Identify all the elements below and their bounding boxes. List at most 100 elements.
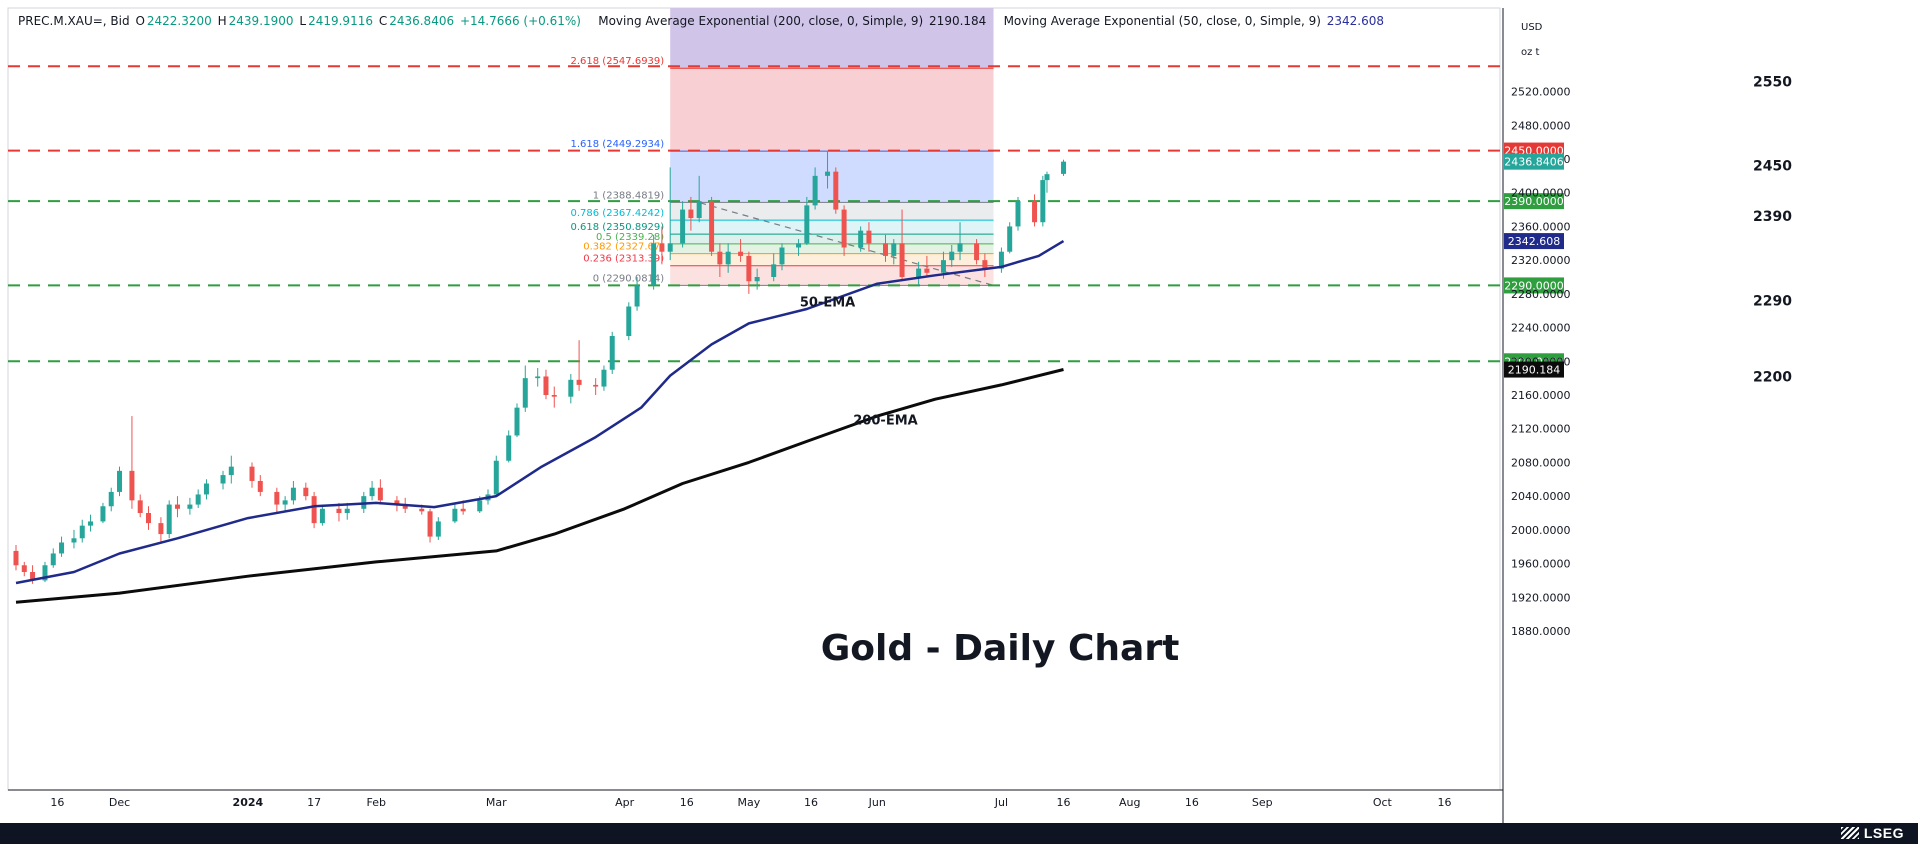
ema200-legend-label[interactable]: Moving Average Exponential (200, close, …: [598, 14, 924, 28]
y-tick-label: 2040.0000: [1511, 490, 1571, 503]
candles-group: [13, 150, 1067, 584]
level-label-2200: 2200: [1753, 369, 1792, 385]
candle: [493, 455, 499, 497]
x-tick-label: Dec: [109, 796, 130, 809]
candle-body: [59, 542, 65, 554]
candle: [452, 504, 458, 524]
candle: [593, 378, 599, 395]
y-tick-label: 1960.0000: [1511, 558, 1571, 571]
candle: [974, 239, 980, 265]
candle-body: [1044, 174, 1050, 181]
fib-level-label-0.618: 0.618 (2350.8929): [571, 222, 665, 233]
candle-body: [100, 506, 106, 522]
lseg-logo: LSEG: [1840, 825, 1904, 841]
candle: [717, 243, 723, 277]
candle: [369, 480, 375, 501]
x-axis-ticks: 16 Dec 2024 17 Feb Mar Apr 16 May 16 Jun Jul 16 Aug 16…: [50, 796, 1451, 809]
fib-zone-0.618: [670, 234, 994, 244]
candle-body: [203, 483, 209, 495]
candle-body: [796, 243, 802, 248]
candle: [812, 167, 818, 210]
x-tick-label: Mar: [486, 796, 507, 809]
fib-level-label-1: 1 (2388.4819): [593, 190, 665, 201]
candle: [696, 175, 702, 223]
y-unit-top: USD: [1521, 22, 1543, 33]
chart-title: Gold - Daily Chart: [821, 628, 1180, 669]
candle: [100, 502, 106, 524]
candle: [796, 239, 802, 256]
candle: [833, 167, 839, 214]
candle-body: [626, 306, 632, 336]
x-tick-label: Apr: [615, 796, 635, 809]
candle-body: [319, 508, 325, 524]
low-label: L: [299, 14, 307, 28]
y-tick-label: 2360.0000: [1511, 220, 1571, 233]
candle-body: [1007, 226, 1013, 252]
candle-body: [974, 243, 980, 261]
level-axis-tag-bg-2290: [1504, 277, 1564, 294]
open-label: O: [135, 14, 145, 28]
candle: [290, 480, 296, 505]
candle-body: [940, 260, 946, 273]
candle-body: [866, 230, 872, 244]
candle-body: [166, 504, 172, 535]
candle: [79, 519, 85, 543]
price-tag-text: 2436.8406: [1504, 156, 1564, 169]
y-tick-label: 2320.0000: [1511, 254, 1571, 267]
candle: [145, 506, 151, 530]
candle: [506, 430, 512, 463]
candle: [1007, 222, 1013, 254]
candle-body: [535, 376, 541, 379]
candle-body: [543, 376, 549, 395]
candle: [659, 226, 665, 265]
candle: [543, 369, 549, 400]
close-label: C: [378, 14, 388, 28]
candle-body: [717, 251, 723, 265]
candle: [195, 489, 201, 508]
candle: [514, 403, 520, 438]
candle: [203, 479, 209, 500]
ema200-line: [15, 368, 1064, 604]
candle: [891, 239, 897, 265]
candle: [634, 277, 640, 311]
candle: [1061, 159, 1067, 176]
fib-zone-1618-2618: [670, 68, 994, 152]
candle: [866, 222, 872, 252]
fib-zone-0.5: [670, 243, 994, 254]
candle: [771, 253, 777, 282]
x-tick-label: May: [737, 796, 760, 809]
fib-zone-above-2618: [670, 8, 994, 69]
ema50-legend-label[interactable]: Moving Average Exponential (50, close, 0…: [1003, 14, 1321, 28]
candle-body: [274, 491, 280, 505]
symbol-label: PREC.M.XAU=, Bid: [18, 14, 130, 28]
candle-body: [680, 209, 686, 244]
candle-body: [771, 264, 777, 277]
candle: [754, 268, 760, 290]
candle: [551, 386, 557, 408]
candle-body: [50, 553, 56, 566]
candle-body: [336, 508, 342, 513]
candle-body: [593, 384, 599, 387]
candle-body: [688, 209, 694, 218]
candle-body: [402, 504, 408, 509]
price-tag-bg: [1504, 361, 1564, 378]
footer-bar: LSEG: [0, 823, 1918, 844]
level-axis-tag-bg-2390: [1504, 193, 1564, 210]
candle: [804, 196, 810, 245]
low-value: 2419.9116: [308, 14, 373, 28]
y-tick-label: 2400.0000: [1511, 187, 1571, 200]
candle-body: [957, 243, 963, 252]
candle-body: [551, 395, 557, 397]
candle-body: [394, 500, 400, 505]
y-tick-label: 2080.0000: [1511, 456, 1571, 469]
candle-body: [568, 379, 574, 397]
candle-body: [117, 470, 123, 492]
y-tick-label: 2280.0000: [1511, 288, 1571, 301]
candle-body: [452, 508, 458, 522]
candle-body: [949, 251, 955, 261]
x-tick-label: 16: [50, 796, 64, 809]
y-tick-label: 2000.0000: [1511, 524, 1571, 537]
candle: [88, 514, 94, 532]
candle-body: [754, 277, 760, 282]
